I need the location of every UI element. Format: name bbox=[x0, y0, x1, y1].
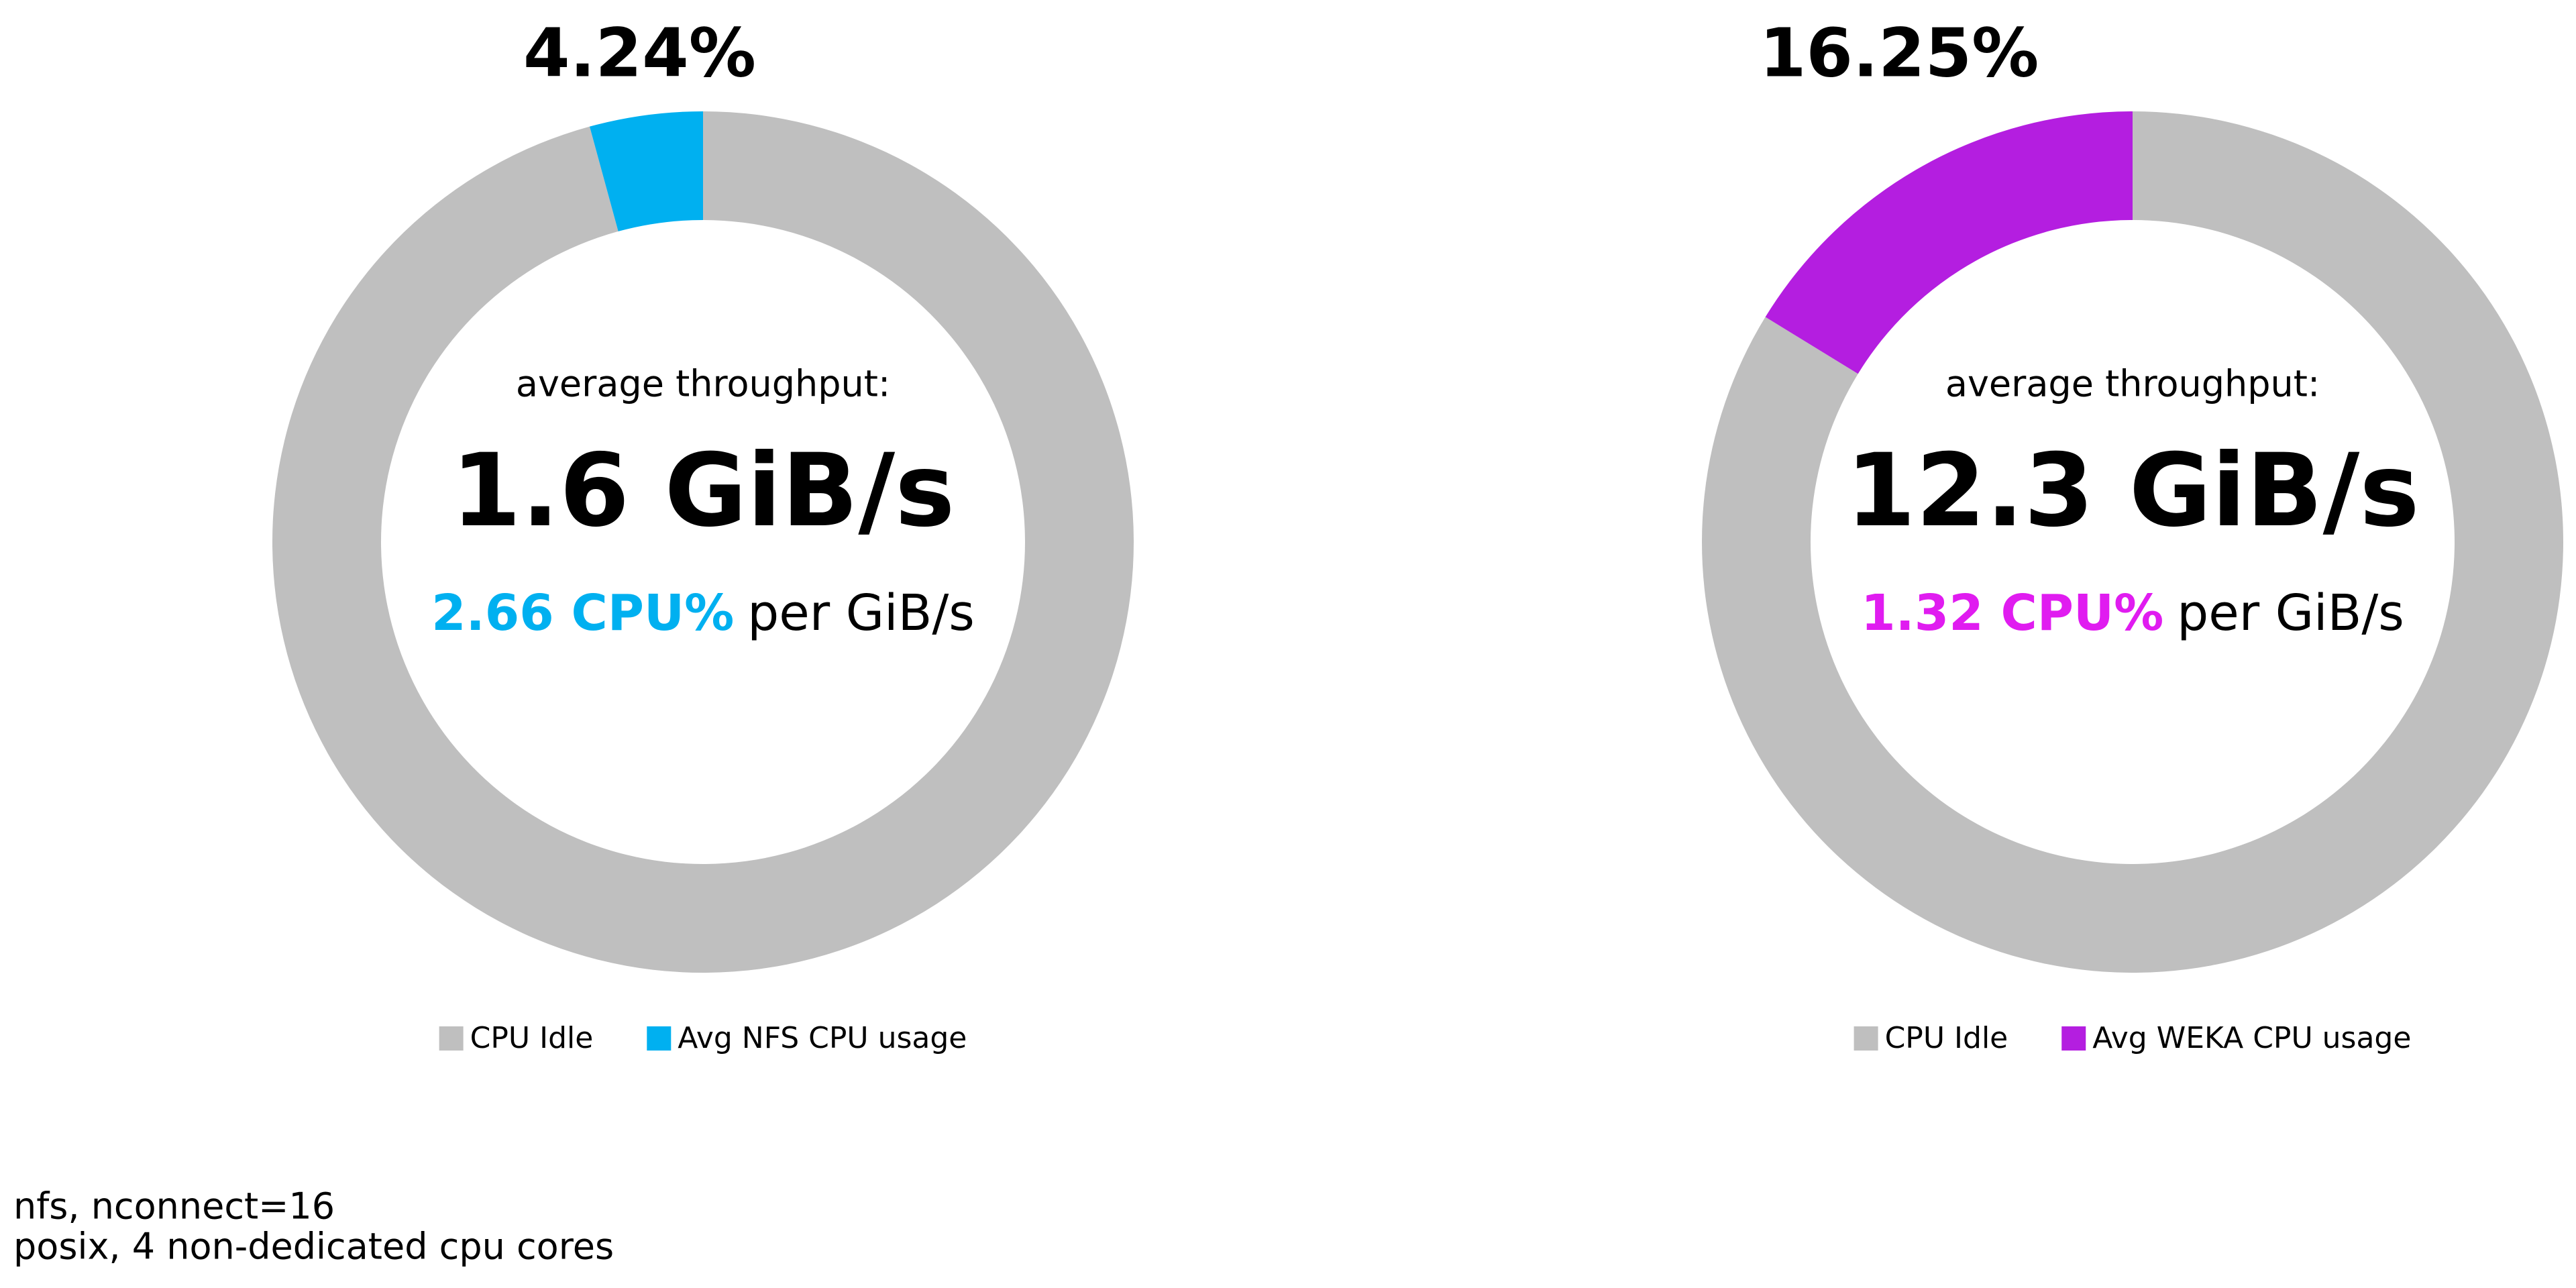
data-label: 4.24% bbox=[523, 13, 756, 92]
legend: CPU Idle Avg NFS CPU usage bbox=[439, 1021, 967, 1055]
legend-swatch bbox=[1854, 1026, 1878, 1051]
pie-slice bbox=[1765, 111, 2133, 374]
legend-swatch bbox=[647, 1026, 672, 1051]
note: nfs, nconnect=16 bbox=[13, 1185, 335, 1228]
legend-label: Avg NFS CPU usage bbox=[678, 1021, 967, 1055]
legend-swatch bbox=[439, 1026, 464, 1051]
pie-slice bbox=[589, 111, 703, 231]
data-label: 16.25% bbox=[1760, 13, 2039, 92]
annotation: average throughput: bbox=[1945, 363, 2320, 405]
legend-swatch bbox=[2061, 1026, 2086, 1051]
cpu-per-gib: 1.32 CPU% per GiB/s bbox=[1861, 584, 2404, 642]
legend-label: CPU Idle bbox=[470, 1021, 594, 1055]
note: posix, 4 non-dedicated cpu cores bbox=[13, 1226, 614, 1268]
cpu-per-gib: 2.66 CPU% per GiB/s bbox=[431, 584, 975, 642]
legend-label: CPU Idle bbox=[1885, 1021, 2008, 1055]
cpu-percent: 1.32 CPU% bbox=[1861, 584, 2163, 642]
cpu-percent: 2.66 CPU% bbox=[431, 584, 734, 642]
throughput: 12.3 GiB/s bbox=[1845, 433, 2419, 549]
legend-label: Avg WEKA CPU usage bbox=[2092, 1021, 2411, 1055]
legend: CPU Idle Avg WEKA CPU usage bbox=[1854, 1021, 2411, 1055]
unit-text: per GiB/s bbox=[747, 584, 975, 642]
throughput: 1.6 GiB/s bbox=[451, 433, 955, 549]
unit-text: per GiB/s bbox=[2177, 584, 2404, 642]
annotation: average throughput: bbox=[516, 363, 890, 405]
